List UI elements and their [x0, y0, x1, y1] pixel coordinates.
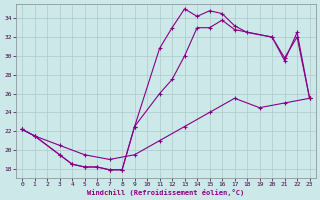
- X-axis label: Windchill (Refroidissement éolien,°C): Windchill (Refroidissement éolien,°C): [87, 189, 244, 196]
